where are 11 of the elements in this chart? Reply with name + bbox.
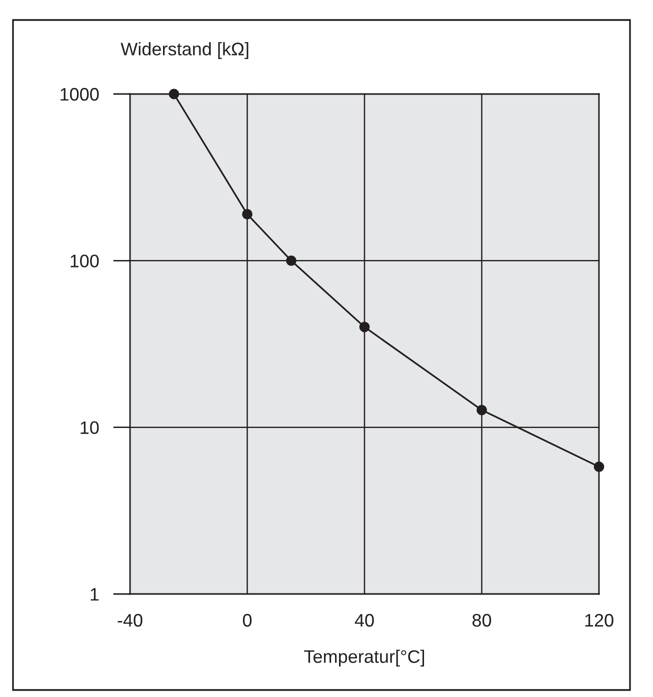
x-tick-label: -40 bbox=[118, 614, 142, 627]
x-tick-label: 0 bbox=[242, 614, 252, 627]
x-tick-label: 40 bbox=[354, 614, 374, 627]
y-axis-title: Widerstand [kΩ] bbox=[120, 42, 248, 59]
y-tick-label: 100 bbox=[70, 254, 99, 268]
x-tick-label: 80 bbox=[472, 614, 492, 627]
y-tick-label: 10 bbox=[80, 421, 99, 434]
y-tick-label: 1000 bbox=[60, 88, 99, 101]
x-tick-label: 120 bbox=[585, 614, 614, 627]
x-axis-title: Temperatur[°C] bbox=[304, 650, 424, 667]
y-tick-label: 1 bbox=[90, 588, 99, 601]
